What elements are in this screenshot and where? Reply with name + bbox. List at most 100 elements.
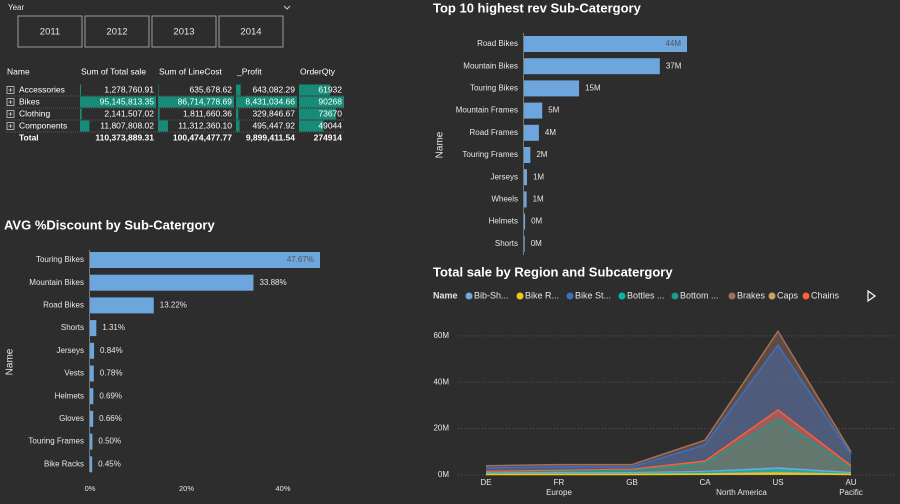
slicer-button[interactable] [84,15,150,48]
y-tick-label: 20M [433,424,449,433]
slicer-option[interactable]: 2012 [106,27,127,38]
total-cell: 110,373,889.31 [95,132,154,142]
legend-swatch[interactable] [728,292,736,300]
legend-label[interactable]: Bottom ... [680,290,719,300]
category-label: Mountain Bikes [29,278,84,287]
slicer-chevron[interactable] [283,5,291,10]
cell-value: 329,846.67 [252,108,295,118]
bar [524,147,531,163]
x-group-label: North America [716,488,767,497]
expand-icon[interactable] [6,98,15,106]
area [486,419,851,475]
area-line [485,343,852,469]
data-bar [158,84,159,96]
category-label: Shorts [495,239,518,248]
data-label: 0M [531,217,542,226]
column-header: Sum of Total sale [81,66,146,76]
data-label: 15M [585,84,601,93]
legend-label[interactable]: Bottles ... [627,290,665,300]
content: 2011 2012 2013 2014 Name Sum of Total sale Sum… [4,0,895,497]
data-bar [236,96,297,108]
cell-value: 8,431,034.66 [245,96,295,106]
data-bar [236,120,240,132]
bar [90,297,154,314]
slicer-option[interactable]: 2014 [240,27,261,38]
category-label: Shorts [61,323,84,332]
bar [524,213,526,230]
legend-label[interactable]: Chains [811,290,840,300]
slicer-button[interactable] [218,15,284,48]
cell-value: 61932 [318,84,342,94]
legend-label[interactable]: Bike St... [575,290,611,300]
total-cell: 274914 [314,132,343,142]
x-tick-label: 40% [275,484,290,493]
slicer-button[interactable] [151,15,217,48]
x-tick-label: 0% [85,484,96,493]
cell-value: 643,082.29 [252,84,295,94]
bar [90,342,95,359]
data-bar [236,108,239,120]
slicer-button[interactable] [17,15,83,48]
legend-swatch[interactable] [802,292,810,300]
data-label: 0M [531,239,542,248]
expand-plus[interactable] [8,88,13,92]
cell-value: 90268 [318,96,342,106]
data-label: 44M [665,39,681,48]
column-header: Name [7,66,30,76]
area-line [486,472,852,476]
data-label: 33.88% [259,278,286,287]
x-tick-label: DE [480,478,491,487]
expand-plus[interactable] [8,124,13,128]
y-axis-title: Name [5,348,16,375]
expand-icon[interactable] [6,86,15,94]
legend-label[interactable]: Bike R... [525,290,559,300]
bar [524,80,580,97]
row-name: Clothing [19,108,50,118]
x-tick-label: GB [626,478,638,487]
category-label: Jerseys [56,346,84,355]
data-label: 0.45% [98,459,121,468]
category-label: Helmets [489,217,518,226]
total-cell: 100,474,477.77 [173,132,232,142]
cell-value: 1,278,760.91 [104,84,154,94]
bar [524,191,527,208]
bar [90,456,93,473]
legend-swatch[interactable] [516,292,524,300]
data-label: 5M [548,106,559,115]
data-label: 4M [545,128,556,137]
y-tick-label: 60M [433,331,449,340]
column-header: Sum of LineCost [159,66,222,76]
data-label: 1.31% [102,323,125,332]
data-label: 47.67% [287,255,314,264]
legend-swatch[interactable] [566,292,574,300]
legend-swatch[interactable] [671,292,679,300]
data-bar [80,108,82,120]
data-bar [236,84,241,96]
legend-label[interactable]: Caps [777,290,799,300]
cell-value: 1,811,660.36 [183,108,232,118]
slicer-option[interactable]: 2013 [173,27,194,38]
expand-icon[interactable] [6,122,15,130]
row-name: Components [19,120,67,130]
legend-swatch[interactable] [768,292,776,300]
bar [90,274,254,291]
chart-title: Total sale by Region and Subcatergory [433,264,673,279]
legend-label[interactable]: Bib-Sh... [474,290,509,300]
bar [90,388,94,405]
x-tick-label: AU [845,478,856,487]
expand-plus[interactable] [8,100,13,104]
legend-swatch[interactable] [465,292,473,300]
expand-icon[interactable] [6,110,15,118]
bar [90,320,97,337]
legend-label[interactable]: Brakes [737,290,766,300]
legend-next[interactable] [867,289,877,303]
data-label: 2M [536,150,547,159]
expand-plus[interactable] [8,112,13,116]
legend-swatch[interactable] [618,292,626,300]
area [486,331,851,475]
slicer-option[interactable]: 2011 [40,27,60,38]
bar [524,36,687,52]
area-line [485,409,852,473]
area [486,410,851,475]
